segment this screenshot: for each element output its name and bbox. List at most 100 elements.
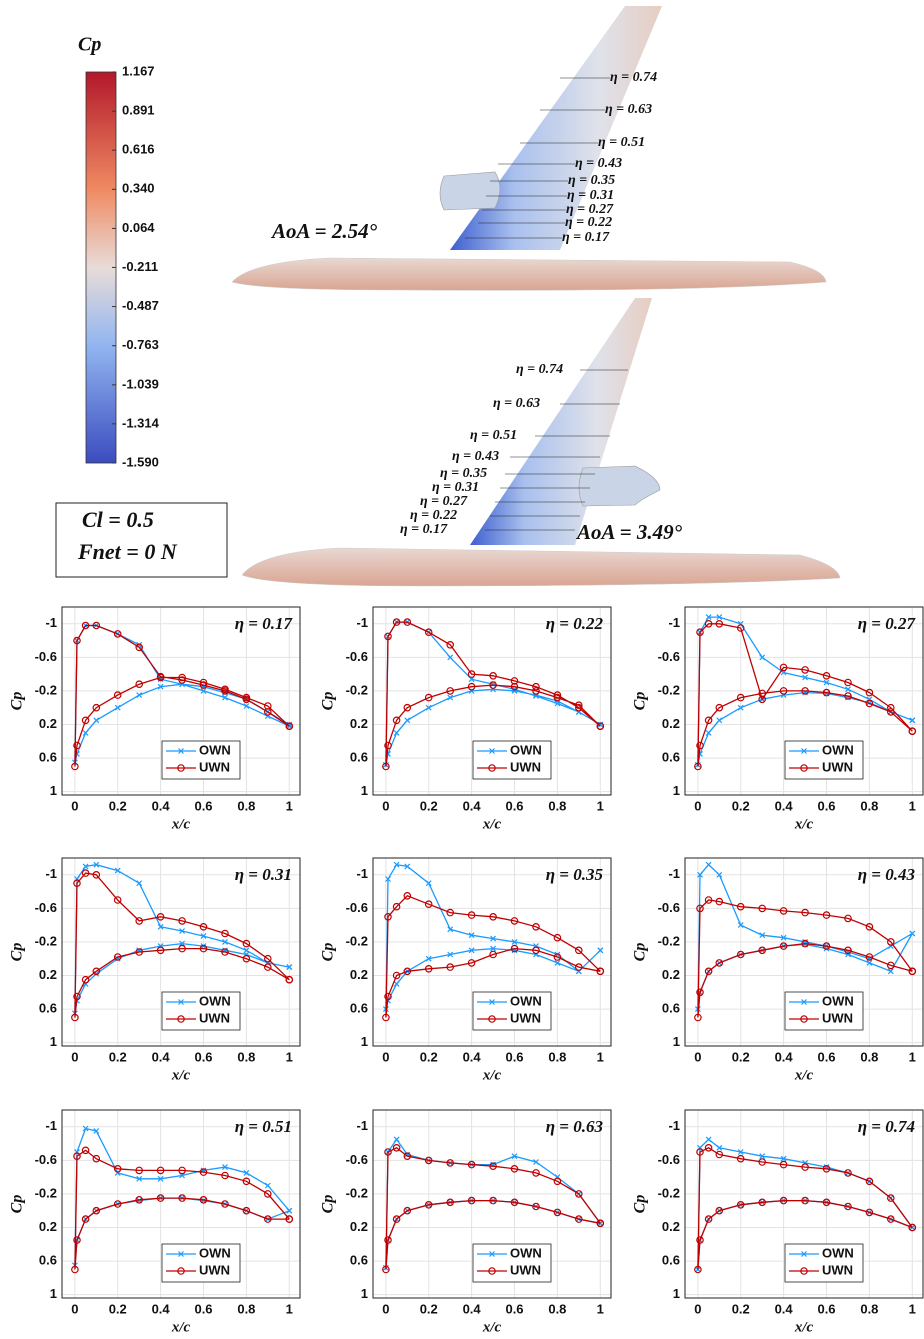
y-axis-label: Cp [9, 1195, 26, 1214]
chart-title: η = 0.51 [235, 1117, 292, 1136]
chart-title: η = 0.63 [546, 1117, 604, 1136]
station-label: η = 0.43 [575, 156, 622, 171]
y-tick-label: 1 [673, 1034, 680, 1049]
x-tick-label: 1 [286, 1301, 293, 1316]
station-label: η = 0.63 [493, 396, 540, 411]
y-tick-label: 1 [361, 783, 368, 798]
x-axis-label: x/c [171, 1319, 191, 1335]
x-tick-label: 0.6 [505, 798, 523, 813]
y-tick-label: -0.2 [658, 933, 680, 948]
x-tick-label: 1 [597, 798, 604, 813]
y-tick-label: 1 [361, 1034, 368, 1049]
legend-label: OWN [822, 742, 854, 757]
x-tick-label: 0.2 [420, 1049, 438, 1064]
x-tick-label: 0.2 [732, 1049, 750, 1064]
x-tick-label: 1 [909, 798, 916, 813]
y-tick-label: 0.6 [39, 1001, 57, 1016]
x-tick-label: 0.4 [463, 1301, 482, 1316]
chart-title: η = 0.27 [858, 614, 917, 633]
station-label: η = 0.17 [562, 230, 610, 245]
x-tick-label: 0.4 [152, 1049, 171, 1064]
x-tick-label: 0.2 [109, 798, 127, 813]
station-label: η = 0.31 [432, 480, 479, 495]
chart-title: η = 0.35 [546, 865, 604, 884]
legend-label: OWN [199, 1245, 231, 1260]
aircraft-view-2 [242, 298, 840, 586]
station-label: η = 0.35 [440, 466, 487, 481]
y-tick-label: -0.6 [346, 900, 368, 915]
x-tick-label: 0 [71, 798, 78, 813]
y-tick-label: -0.6 [346, 1152, 368, 1167]
charts: 0 0.2 0.4 0.6 0.8 1 -1 -0.6 -0.2 0.2 0.6 1 η = 0.17 x… [9, 607, 923, 1335]
legend-label: OWN [199, 993, 231, 1008]
aoa-label: AoA = 2.54° [270, 219, 378, 243]
x-tick-label: 0.6 [505, 1301, 523, 1316]
legend-label: OWN [822, 1245, 854, 1260]
y-tick-label: -0.6 [35, 1152, 57, 1167]
y-tick-label: 0.6 [350, 750, 368, 765]
legend-label: OWN [510, 1245, 542, 1260]
condition-fnet: Fnet = 0 N [77, 539, 178, 564]
colorbar-tick-label: -0.211 [122, 259, 158, 274]
legend-label: UWN [510, 1010, 541, 1025]
x-tick-label: 0.4 [463, 798, 482, 813]
chart-title: η = 0.17 [235, 614, 294, 633]
station-label: η = 0.51 [598, 135, 645, 150]
x-tick-label: 0.8 [237, 1301, 255, 1316]
chart-title: η = 0.74 [858, 1117, 915, 1136]
station-label: η = 0.51 [470, 428, 517, 443]
colorbar-tick-label: 0.064 [122, 220, 155, 235]
x-tick-label: 0 [382, 1049, 389, 1064]
legend-label: OWN [199, 742, 231, 757]
x-tick-label: 0.2 [420, 1301, 438, 1316]
station-label: η = 0.74 [516, 362, 563, 377]
y-tick-label: -1 [356, 866, 368, 881]
x-tick-label: 0.2 [732, 1301, 750, 1316]
x-tick-label: 0.8 [860, 798, 878, 813]
y-tick-label: 1 [50, 1034, 57, 1049]
aoa-label: AoA = 3.49° [575, 520, 683, 544]
legend-label: UWN [199, 759, 230, 774]
y-tick-label: 0.6 [39, 750, 57, 765]
legend-label: UWN [199, 1010, 230, 1025]
station-label: η = 0.31 [567, 188, 614, 203]
x-tick-label: 0 [694, 1049, 701, 1064]
cp-chart: 00.20.40.60.81-1-0.6-0.20.20.61η = 0.17x… [9, 607, 300, 832]
aircraft-view-1 [232, 6, 826, 290]
x-axis-label: x/c [482, 1067, 502, 1083]
station-label: η = 0.35 [568, 173, 615, 188]
condition-cl: Cl = 0.5 [82, 507, 154, 532]
x-tick-label: 1 [286, 1049, 293, 1064]
legend-label: OWN [822, 993, 854, 1008]
y-tick-label: 0.6 [662, 1253, 680, 1268]
y-axis-label: Cp [320, 692, 337, 711]
x-tick-label: 0 [694, 798, 701, 813]
y-tick-label: -1 [45, 1118, 57, 1133]
station-label: η = 0.74 [610, 70, 657, 85]
x-tick-label: 1 [286, 798, 293, 813]
y-tick-label: 0.6 [662, 750, 680, 765]
x-tick-label: 0 [382, 798, 389, 813]
y-tick-label: -1 [45, 866, 57, 881]
cp-chart: 00.20.40.60.81-1-0.6-0.20.20.61η = 0.74x… [632, 1110, 923, 1335]
y-tick-label: -1 [668, 1118, 680, 1133]
x-axis-label: x/c [794, 816, 814, 832]
colorbar-tick-label: -1.590 [122, 454, 159, 469]
y-tick-label: 1 [361, 1286, 368, 1301]
station-label: η = 0.27 [420, 494, 468, 509]
y-axis-label: Cp [320, 1195, 337, 1214]
y-axis-label: Cp [320, 943, 337, 962]
colorbar-tick-label: -0.763 [122, 337, 159, 352]
x-tick-label: 1 [597, 1049, 604, 1064]
y-axis-label: Cp [632, 692, 649, 711]
x-tick-label: 0.4 [152, 798, 171, 813]
x-axis-label: x/c [794, 1067, 814, 1083]
x-axis-label: x/c [171, 1067, 191, 1083]
x-tick-label: 0.2 [732, 798, 750, 813]
x-tick-label: 0.4 [463, 1049, 482, 1064]
legend-label: UWN [822, 759, 853, 774]
x-tick-label: 0 [382, 1301, 389, 1316]
y-tick-label: -1 [668, 615, 680, 630]
